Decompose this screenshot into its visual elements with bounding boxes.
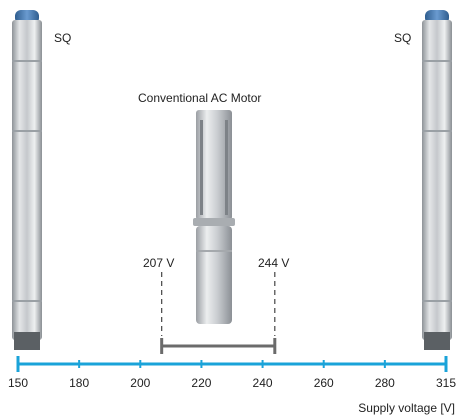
voltage-207-label: 207 V: [143, 256, 175, 270]
tick-label: 315: [435, 376, 457, 390]
ac-motor-pump-image: [193, 110, 235, 324]
tick-label: 180: [69, 376, 90, 390]
tick-label: 150: [7, 376, 29, 390]
sq-label-left: SQ: [54, 31, 72, 45]
ac-motor-range-bar: [160, 338, 277, 354]
sq-pump-right-image: [422, 10, 452, 350]
conventional-motor-label: Conventional AC Motor: [138, 91, 262, 105]
voltage-axis: [16, 356, 448, 372]
tick-label: 280: [374, 376, 395, 390]
tick-label: 260: [313, 376, 334, 390]
sq-label-right: SQ: [394, 31, 412, 45]
tick-label: 240: [252, 376, 273, 390]
tick-label: 200: [130, 376, 151, 390]
voltage-244-label: 244 V: [258, 256, 290, 270]
sq-pump-left-image: [12, 10, 42, 350]
axis-title: Supply voltage [V]: [358, 401, 455, 415]
tick-label: 220: [191, 376, 212, 390]
